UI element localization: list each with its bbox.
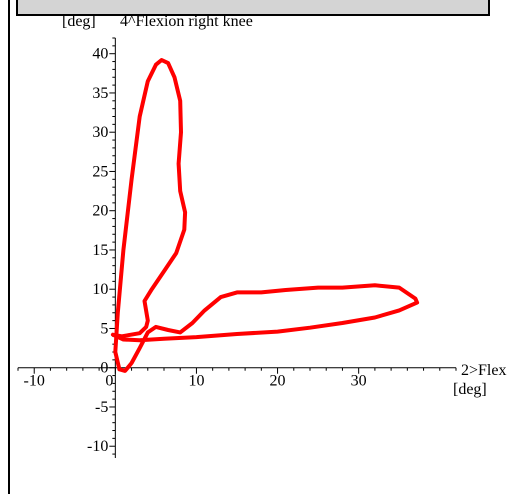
title-bar: [16, 0, 490, 16]
y-axis-unit: [deg]: [62, 13, 96, 30]
y-tick-label: 25: [92, 163, 108, 180]
x-tick-label: -10: [24, 373, 45, 390]
axes: [18, 38, 456, 458]
x-axis-label: 2>Flex: [461, 362, 506, 379]
x-axis-unit: [deg]: [453, 381, 487, 398]
x-tick-label: 10: [188, 373, 204, 390]
y-tick-label: -10: [87, 438, 108, 455]
window-frame-left: [8, 0, 10, 494]
series-line: [110, 58, 420, 373]
y-tick-label: 30: [92, 124, 108, 141]
y-tick-label: 35: [92, 85, 108, 102]
y-tick-label: 5: [100, 320, 108, 337]
y-tick-label: 40: [92, 46, 108, 63]
y-axis-label: 4^Flexion right knee: [120, 13, 253, 30]
y-tick-label: 0: [100, 360, 108, 377]
y-tick-label: 20: [92, 203, 108, 220]
x-tick-label: 20: [270, 373, 286, 390]
y-tick-label: 10: [92, 281, 108, 298]
ticks: -10 0 10 20 30 -10 -5 0 5 10 15 20 25 30 35 40: [17, 37, 457, 455]
y-tick-label: 15: [92, 242, 108, 259]
x-tick-label: 0: [105, 373, 113, 390]
x-tick-label: 30: [351, 373, 367, 390]
y-tick-label: -5: [95, 399, 108, 416]
labels: [deg] 4^Flexion right knee 2>Flex [deg]: [62, 13, 506, 398]
series: [110, 58, 420, 373]
